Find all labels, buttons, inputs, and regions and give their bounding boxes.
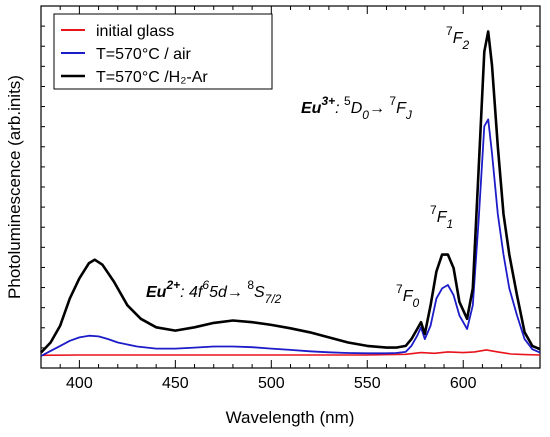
eu3-ion: Eu [301, 100, 322, 117]
legend-label-initial-glass: initial glass [96, 23, 174, 40]
x-tick-label: 450 [162, 375, 189, 392]
annotation-eu2: Eu2+: 4f65d→ 8S7/2 [146, 278, 282, 306]
f1-term: F [437, 209, 448, 226]
f1-sub: 1 [446, 217, 453, 231]
legend-box [53, 13, 273, 90]
legend: initial glass T=570°C / air T=570°C /H₂-… [53, 13, 273, 90]
eu3-sup2: 7 [389, 94, 396, 108]
eu2-ion: Eu [146, 284, 167, 301]
eu3-sub2: J [405, 108, 413, 122]
x-axis-ticks: 400 450 500 550 600 [66, 6, 477, 392]
eu3-arrow: → [369, 100, 389, 117]
x-tick-label: 500 [258, 375, 285, 392]
peak-label-7f0: 7F0 [396, 282, 419, 310]
eu3-sub1: 0 [362, 108, 369, 122]
eu2-sup1: 6 [202, 278, 209, 292]
eu2-sup2: 8 [247, 278, 254, 292]
f2-sub: 2 [461, 38, 469, 52]
legend-label-air: T=570°C / air [96, 46, 192, 63]
eu2-charge: 2+ [165, 278, 180, 292]
legend-label-h2-ar: T=570°C /H₂-Ar [96, 69, 208, 86]
eu3-term2: F [396, 100, 407, 117]
series-h2-ar [40, 30, 541, 354]
x-tick-label: 400 [66, 375, 93, 392]
eu2-sub: 7/2 [265, 292, 282, 306]
x-tick-label: 550 [354, 375, 381, 392]
peak-label-7f1: 7F1 [430, 203, 453, 231]
peak-label-7f2: 7F2 [446, 24, 469, 52]
series-layer [40, 30, 541, 357]
series-air [40, 118, 541, 357]
x-axis-title: Wavelength (nm) [226, 408, 355, 427]
minor-ticks [40, 6, 541, 368]
eu2-term: S [254, 284, 265, 301]
y-axis-title: Photoluminescence (arb.inits) [5, 75, 24, 299]
eu3-sup1: 5 [344, 94, 351, 108]
f0-term: F [403, 288, 414, 305]
eu3-term1: D [351, 100, 363, 117]
eu3-colon: : [335, 100, 344, 117]
f1-sup: 7 [430, 203, 437, 217]
x-tick-label: 600 [450, 375, 477, 392]
f2-term: F [453, 30, 464, 47]
f0-sub: 0 [412, 296, 419, 310]
eu3-charge: 3+ [321, 94, 335, 108]
series-initial-glass [40, 349, 541, 357]
eu2-mid: 5d→ [209, 284, 247, 301]
eu2-colon: : 4f [180, 284, 204, 301]
annotation-eu3: Eu3+: 5D0→ 7FJ [301, 94, 413, 122]
f0-sup: 7 [396, 282, 403, 296]
f2-sup: 7 [446, 24, 453, 38]
